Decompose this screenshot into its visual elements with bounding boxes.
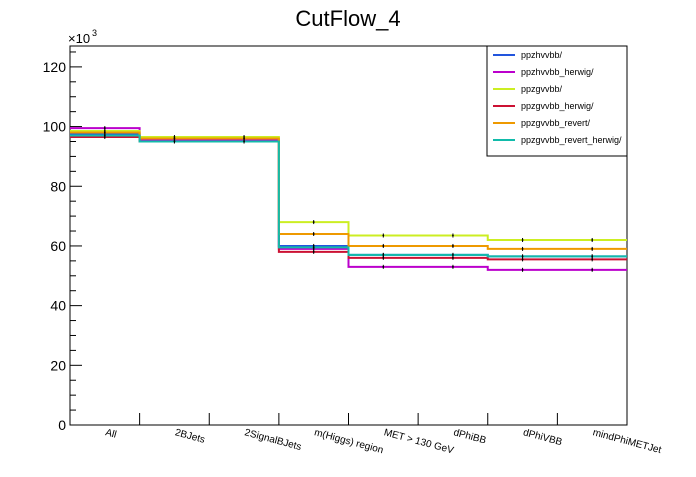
y-tick-label: 100 (43, 119, 67, 135)
data-point (591, 255, 594, 258)
data-point (452, 253, 454, 256)
legend-entry: ppzhvvbb/ (521, 50, 563, 60)
data-point (173, 137, 176, 140)
x-tick-label: mindPhiMETJet (591, 427, 662, 456)
data-point (103, 131, 106, 134)
legend-entry: ppzgvvbb/ (521, 84, 563, 94)
data-point (591, 248, 594, 250)
data-point (521, 258, 524, 261)
data-point (312, 233, 315, 235)
legend-entry: ppzgvvbb_revert_herwig/ (521, 135, 622, 145)
y-tick-label: 20 (50, 357, 66, 373)
x-tick-label: 2BJets (174, 427, 206, 446)
data-point (452, 265, 454, 268)
x-tick-label: m(Higgs) region (313, 427, 385, 456)
series-layer (70, 126, 627, 272)
series-line (70, 134, 627, 258)
data-point (382, 253, 385, 256)
data-point (243, 140, 245, 143)
y-multiplier-exponent: 3 (92, 28, 97, 38)
data-point (312, 246, 315, 249)
data-point (452, 256, 454, 259)
data-point (521, 248, 524, 250)
data-point (382, 265, 385, 268)
y-tick-label: 0 (58, 417, 66, 433)
chart-title: CutFlow_4 (295, 6, 400, 31)
x-tick-label: dPhiBB (452, 427, 487, 446)
data-point (382, 245, 385, 247)
data-point (243, 137, 245, 140)
y-tick-label: 60 (50, 238, 66, 254)
data-point (312, 251, 315, 253)
data-point (382, 234, 385, 237)
y-tick-label: 120 (43, 59, 67, 75)
x-tick-label: MET > 130 GeV (383, 427, 456, 456)
data-point (103, 127, 106, 129)
data-point (521, 239, 524, 241)
legend-entry: ppzhvvbb_herwig/ (521, 67, 594, 77)
legend-box (486, 45, 628, 157)
data-point (591, 258, 594, 261)
y-tick-label: 40 (50, 298, 66, 314)
y-multiplier-label: ×10 (68, 31, 90, 46)
data-point (173, 140, 176, 143)
legend: ppzhvvbb/ppzhvvbb_herwig/ppzgvvbb/ppzgvv… (486, 45, 628, 157)
data-point (382, 256, 385, 259)
data-point (452, 234, 454, 237)
x-tick-label: dPhiVBB (522, 427, 564, 448)
data-point (521, 255, 524, 258)
data-point (103, 134, 106, 137)
x-tick-label: 2SignalBJets (243, 427, 302, 453)
legend-entry: ppzgvvbb_herwig/ (521, 101, 594, 111)
y-tick-label: 80 (50, 178, 66, 194)
data-point (591, 268, 594, 271)
x-tick-label: All (104, 427, 118, 441)
data-point (521, 268, 524, 271)
series (70, 133, 627, 259)
data-point (452, 245, 454, 247)
data-point (312, 221, 315, 223)
legend-entry: ppzgvvbb_revert/ (521, 118, 591, 128)
data-point (591, 239, 594, 241)
